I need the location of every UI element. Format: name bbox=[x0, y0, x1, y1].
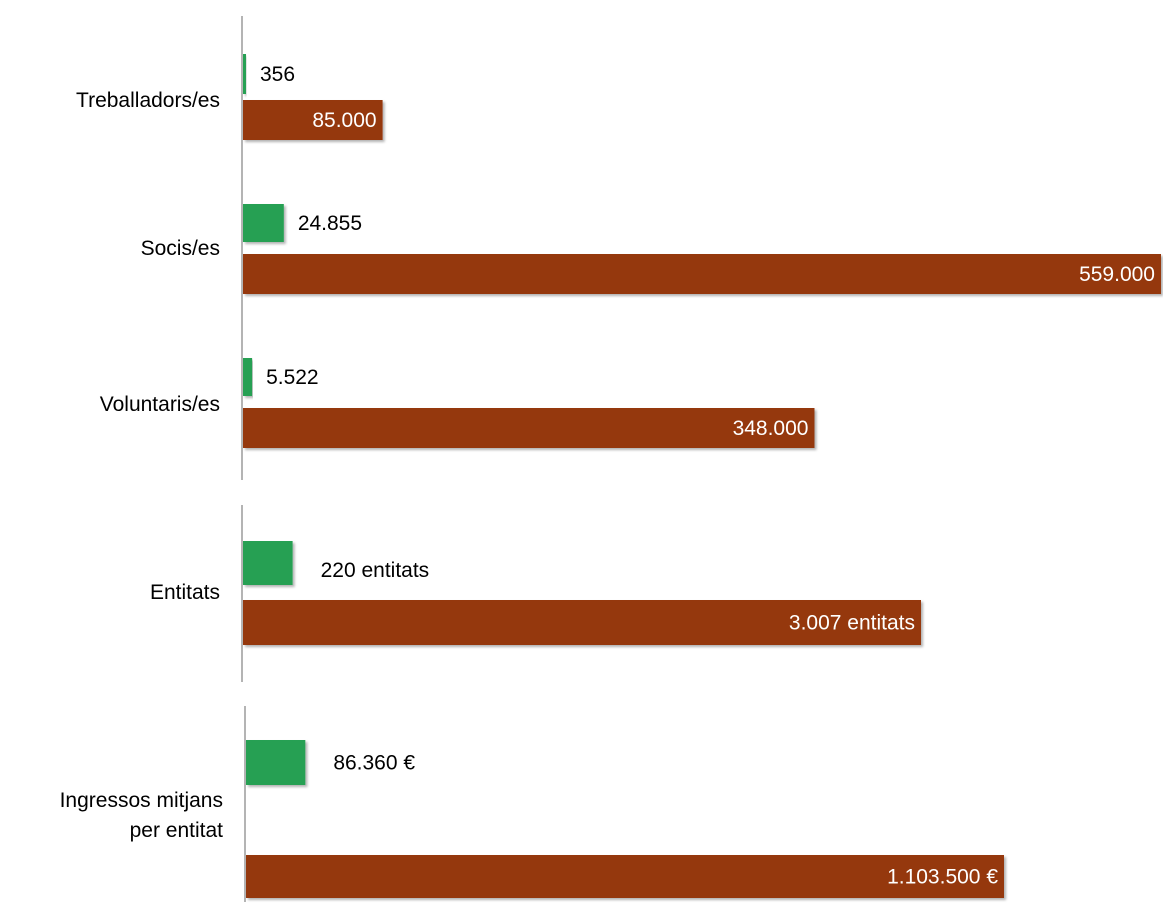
data-label-voluntaris-es-series-1: 5.522 bbox=[266, 366, 319, 389]
data-label-socis-es-series-1: 24.855 bbox=[298, 212, 362, 235]
bar-treballadors-es-series-2 bbox=[243, 100, 383, 140]
data-label-entitats-series-1: 220 entitats bbox=[321, 559, 430, 582]
bar-treballadors-es-series-1 bbox=[243, 54, 246, 94]
category-label-line: Ingressos mitjans bbox=[60, 789, 223, 812]
data-label-treballadors-es-series-1: 356 bbox=[260, 63, 295, 86]
category-label-entitats: Entitats bbox=[150, 581, 220, 604]
data-label-entitats-series-2: 3.007 entitats bbox=[789, 612, 915, 635]
data-label-ingressos-mitjans-per-entitat-series-1: 86.360 € bbox=[333, 752, 415, 775]
category-label-line: per entitat bbox=[130, 819, 224, 842]
category-label-line: Entitats bbox=[150, 581, 220, 604]
bar-socis-es-series-2 bbox=[243, 254, 1161, 294]
bar-entitats-series-2 bbox=[243, 600, 921, 645]
bar-ingressos-mitjans-per-entitat-series-2 bbox=[246, 855, 1004, 898]
bar-entitats-series-1 bbox=[243, 541, 293, 585]
data-label-voluntaris-es-series-2: 348.000 bbox=[733, 417, 809, 440]
category-label-treballadors-es: Treballadors/es bbox=[76, 89, 220, 112]
category-label-line: Socis/es bbox=[141, 237, 220, 260]
category-label-line: Treballadors/es bbox=[76, 89, 220, 112]
data-label-socis-es-series-2: 559.000 bbox=[1079, 263, 1155, 286]
category-label-line: Voluntaris/es bbox=[100, 393, 220, 416]
bar-voluntaris-es-series-1 bbox=[243, 358, 253, 396]
category-label-voluntaris-es: Voluntaris/es bbox=[100, 393, 220, 416]
bar-ingressos-mitjans-per-entitat-series-1 bbox=[246, 740, 306, 785]
category-label-ingressos-mitjans-per-entitat: Ingressos mitjans per entitat bbox=[60, 789, 224, 842]
data-label-ingressos-mitjans-per-entitat-series-2: 1.103.500 € bbox=[887, 866, 998, 889]
bar-voluntaris-es-series-2 bbox=[243, 408, 815, 448]
data-label-treballadors-es-series-2: 85.000 bbox=[312, 109, 376, 132]
bar-socis-es-series-1 bbox=[243, 204, 284, 242]
category-label-socis-es: Socis/es bbox=[141, 237, 220, 260]
